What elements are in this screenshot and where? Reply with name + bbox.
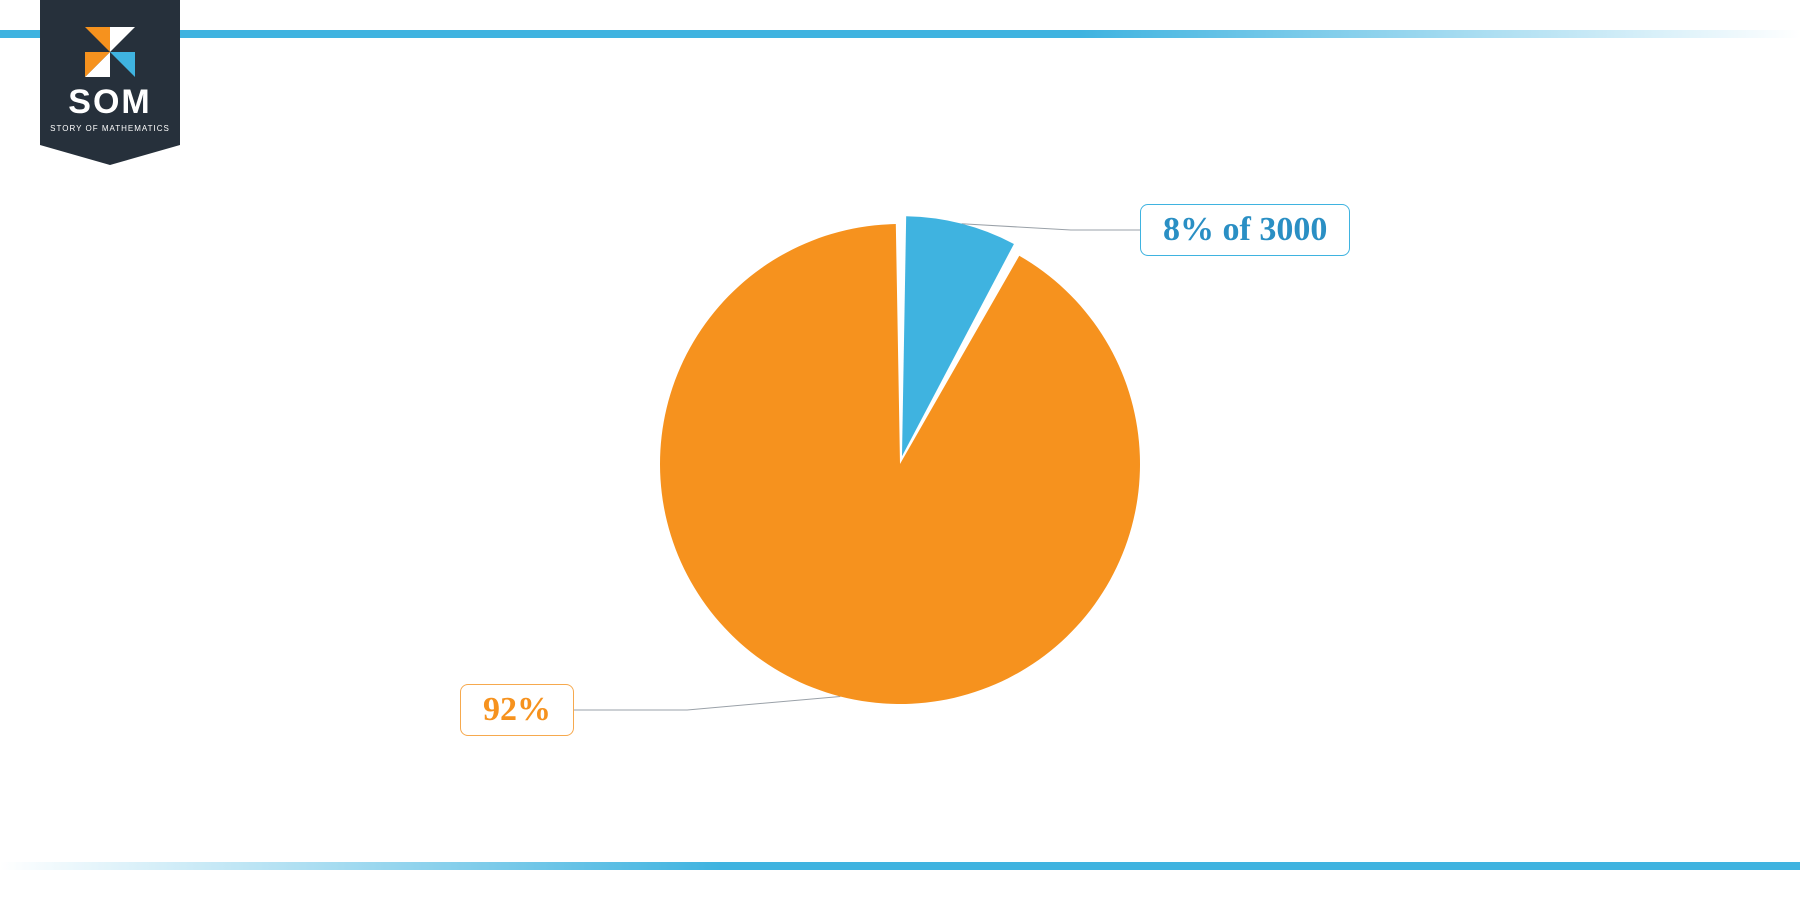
pie-slice-large <box>660 224 1140 704</box>
brand-badge-body: SOM STORY OF MATHEMATICS <box>40 0 180 145</box>
callout-small-label: 8% of 3000 <box>1163 211 1327 248</box>
bottom-border-bar <box>0 862 1800 870</box>
brand-subtitle: STORY OF MATHEMATICS <box>50 124 170 133</box>
top-border-bar <box>0 30 1800 38</box>
callout-large-label: 92% <box>483 691 551 728</box>
callout-small-slice: 8% of 3000 <box>1140 204 1350 256</box>
callout-large-slice: 92% <box>460 684 574 736</box>
brand-badge-notch <box>40 145 180 165</box>
brand-title: SOM <box>68 83 151 122</box>
brand-logo-icon <box>85 27 135 77</box>
pie-chart: 8% of 3000 92% <box>350 114 1450 814</box>
pie-svg <box>630 194 1170 734</box>
brand-badge: SOM STORY OF MATHEMATICS <box>40 0 180 165</box>
